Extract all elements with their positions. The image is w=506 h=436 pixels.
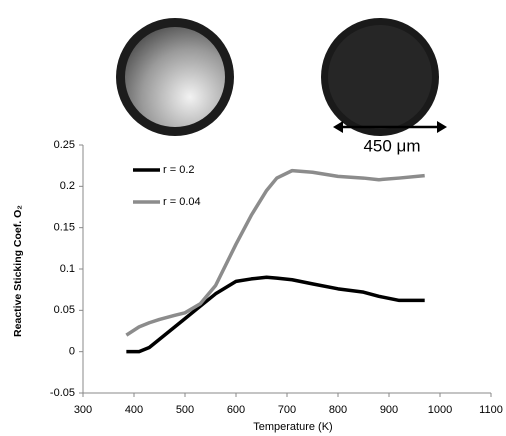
x-tick-label: 500 bbox=[176, 404, 194, 416]
x-tick-label: 1100 bbox=[479, 404, 503, 416]
y-tick-label: 0.25 bbox=[54, 139, 75, 151]
y-tick-label: -0.05 bbox=[50, 387, 75, 399]
y-tick-label: 0.2 bbox=[60, 180, 75, 192]
y-tick-label: 0 bbox=[69, 346, 75, 358]
y-tick-label: 0.1 bbox=[60, 263, 75, 275]
x-tick-label: 700 bbox=[278, 404, 296, 416]
x-tick-label: 1000 bbox=[428, 404, 452, 416]
legend-label: r = 0.2 bbox=[163, 164, 195, 176]
sample-images: 450 μm bbox=[116, 18, 447, 155]
scale-label: 450 μm bbox=[363, 136, 420, 155]
chart: 450 μm Temperature (K) Reactive Sticking… bbox=[0, 0, 506, 436]
y-tick-label: 0.05 bbox=[54, 304, 75, 316]
x-tick-label: 900 bbox=[380, 404, 398, 416]
sample-image-left-bright bbox=[125, 27, 225, 127]
x-tick-label: 600 bbox=[227, 404, 245, 416]
x-axis-title: Temperature (K) bbox=[253, 421, 332, 433]
y-tick-label: 0.15 bbox=[54, 222, 75, 234]
x-tick-label: 300 bbox=[74, 404, 92, 416]
y-axis-title: Reactive Sticking Coef. O₂ bbox=[12, 205, 24, 337]
x-tick-label: 800 bbox=[329, 404, 347, 416]
data-line bbox=[126, 277, 424, 351]
sample-image-right-inner bbox=[328, 25, 432, 129]
x-tick-label: 400 bbox=[125, 404, 143, 416]
legend-label: r = 0.04 bbox=[163, 196, 201, 208]
